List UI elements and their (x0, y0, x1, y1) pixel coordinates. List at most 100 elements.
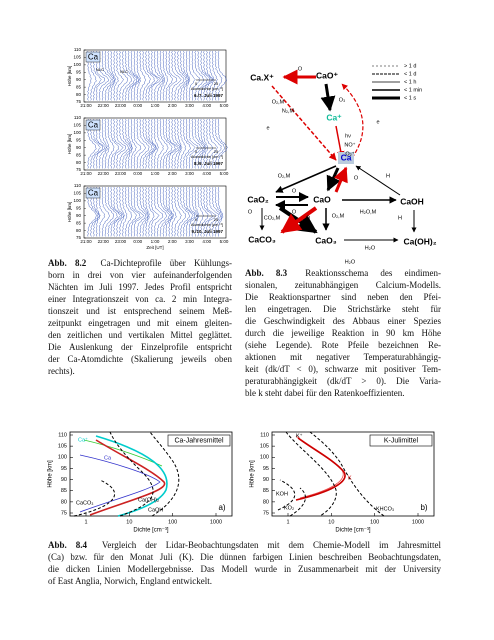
caption-text: Ca-Dichteprofile über Kühlungs- (100, 258, 232, 268)
reactant: CO₂,M (264, 215, 281, 221)
caption-label: Abb. 8.2 (48, 258, 87, 268)
panel-tag: a) (218, 503, 225, 512)
profile-line (113, 50, 119, 101)
reactant: hν (345, 133, 351, 139)
date-label: 8./9. Juli 1997 (194, 161, 224, 166)
x-tick: 1000 (412, 519, 424, 525)
time-tick: 21:00 (80, 103, 92, 108)
caption-line: ble k steht dabei für den Ratenkoeffizie… (245, 387, 441, 399)
reactant: O₃ (339, 97, 346, 103)
caption-text: of East Anglia, Norwich, England entwick… (48, 576, 212, 586)
profile-line (156, 50, 165, 101)
y-tick: 75 (263, 510, 269, 516)
scale-tick: 0 (195, 217, 198, 222)
profile-line (104, 50, 114, 101)
caption-line: die dicken Linien Modellergebnisse. Das … (48, 563, 441, 575)
x-tick: 1 (84, 519, 87, 525)
caption-text: die Geschwindigkeit des Abbaus einer Spe… (245, 316, 441, 326)
profile-line (211, 50, 218, 101)
profile-line (200, 118, 207, 169)
caption-text: keit (dk/dT < 0), schwarze mit positiver… (245, 364, 441, 374)
scale-label: Atomdichte [cm⁻³] (191, 222, 223, 227)
profile-line (177, 186, 187, 237)
profile-line (127, 50, 138, 101)
caption-line: der Ca-Atomdichte (Skalierung jeweils ob… (48, 353, 232, 365)
caption-text: sionalen, zeitunabhängigen Calcium-Model… (245, 280, 441, 290)
scale-tick: 25 (214, 81, 219, 86)
reactant: H₂O (345, 259, 356, 265)
caption-line: durch die jeweilige Reaktion in 90 km Hö… (245, 327, 441, 339)
height-tick: 75 (76, 235, 82, 240)
scale-tick: 0 (195, 149, 198, 154)
time-tick: 1:00 (151, 239, 160, 244)
reactant: NO⁺ (344, 141, 355, 148)
caption-text: einer Integrationszeit von ca. 2 min Int… (48, 294, 232, 304)
legend-label: > 1 d (404, 63, 416, 69)
height-tick: 95 (76, 205, 82, 210)
profile-line (159, 50, 166, 101)
profile-line (136, 50, 141, 101)
profile-line (168, 118, 179, 169)
caption-text: ble k steht dabei für den Ratenkoeffizie… (245, 388, 405, 398)
x-tick: 100 (168, 519, 177, 525)
profile-line (139, 118, 150, 169)
profile-line (156, 186, 168, 237)
time-tick: 1:00 (151, 171, 160, 176)
y-tick: 90 (61, 477, 67, 483)
legend-label: < 1 min (404, 87, 422, 93)
profile-line (139, 50, 147, 101)
height-tick: 110 (74, 47, 82, 52)
panel-label: Ca (88, 53, 99, 62)
reactant: e (376, 119, 379, 125)
y-axis-label: Höhe [km] (67, 134, 72, 155)
profile-line (197, 50, 208, 101)
panel-frame (83, 185, 227, 239)
time-tick: 3:00 (185, 239, 194, 244)
profile-line (136, 118, 147, 169)
time-tick: 0:00 (133, 239, 142, 244)
profile-line (188, 50, 196, 101)
profile-line (165, 186, 174, 237)
time-tick: 1:00 (151, 103, 160, 108)
curves-a (73, 431, 180, 517)
curve-label: K⁺ (296, 432, 303, 439)
ca-box (338, 152, 354, 164)
profile-line (165, 118, 176, 169)
profile-line (121, 50, 133, 101)
profile-line (162, 186, 172, 237)
profile-line (130, 186, 141, 237)
caption-text: die dicken Linien Modellergebnisse. Das … (48, 564, 441, 574)
profile-line (119, 186, 125, 237)
date-label: 9./10. Juli 1997 (191, 229, 223, 234)
height-tick: 90 (76, 213, 82, 218)
scale-tick: 25 (214, 217, 219, 222)
profile-line (179, 186, 190, 237)
profile-line (211, 186, 221, 237)
x-axis-label: Dichte [cm⁻³] (133, 528, 169, 534)
profile-line (208, 118, 219, 169)
profile-line (182, 118, 191, 169)
caption-text: Die Reaktionspartner sind neben den Pfei… (245, 292, 441, 302)
profile-line (206, 118, 213, 169)
profile-line (188, 186, 198, 237)
caption-line: Die Reaktionspartner sind neben den Pfei… (245, 291, 441, 303)
y-axis-label: Höhe [km] (67, 202, 72, 223)
height-tick: 100 (73, 130, 81, 135)
y-tick: 90 (263, 477, 269, 483)
time-tick: 3:00 (185, 103, 194, 108)
height-tick: 90 (76, 145, 82, 150)
profile-line (119, 118, 129, 169)
caption-line: (siehe Legende). Rote Pfeile bezeichnen … (245, 339, 441, 351)
profile-line (168, 186, 174, 237)
x-tick: 10 (328, 519, 334, 525)
profile-line (150, 50, 161, 101)
profile-line (145, 118, 155, 169)
profile-line (142, 187, 150, 237)
profile-line (153, 186, 164, 237)
y-tick: 75 (61, 510, 67, 516)
profile-line (197, 186, 205, 237)
profile-line (191, 50, 200, 101)
time-tick: 3:00 (185, 171, 194, 176)
caption-line: Abb. 8.2 Ca-Dichteprofile über Kühlungs- (48, 257, 232, 269)
